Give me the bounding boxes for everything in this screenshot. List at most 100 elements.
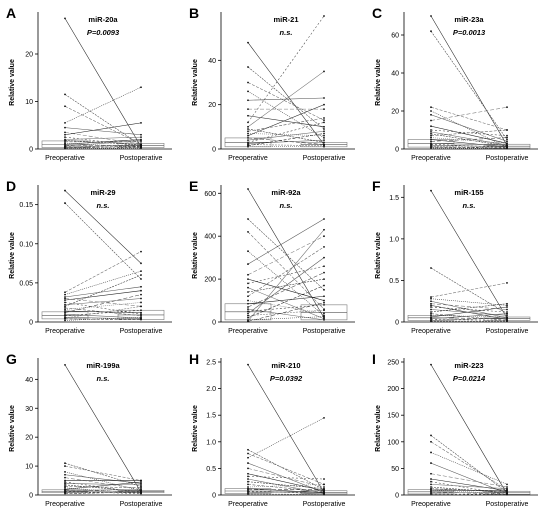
point-post — [506, 134, 508, 137]
y-axis-label: Relative value — [192, 232, 199, 279]
point-post — [140, 86, 142, 89]
point-pre — [64, 301, 66, 304]
series-line — [64, 144, 142, 148]
point-pre — [64, 473, 66, 476]
series-line — [247, 490, 325, 494]
y-tick-label: 0 — [212, 147, 216, 154]
series-line — [64, 145, 142, 149]
y-tick-label: 1.0 — [389, 236, 399, 243]
point-pre — [64, 133, 66, 136]
panel-letter: G — [6, 351, 17, 367]
point-pre — [430, 312, 432, 315]
point-post — [323, 312, 325, 315]
series-line — [64, 462, 142, 487]
point-pre — [247, 302, 249, 305]
point-pre — [247, 493, 249, 495]
series-line — [430, 306, 508, 318]
series-line — [64, 270, 142, 295]
point-post — [506, 316, 508, 319]
point-pre — [247, 218, 249, 220]
point-post — [323, 265, 325, 268]
point-pre — [247, 125, 249, 128]
point-post — [323, 295, 325, 298]
panel-title: miR-199a — [86, 361, 120, 370]
point-post — [323, 132, 325, 135]
series-line — [64, 488, 142, 491]
series-line — [64, 490, 142, 493]
y-tick-label: 30 — [25, 406, 33, 413]
series-line — [247, 278, 325, 301]
point-post — [506, 314, 508, 317]
point-pre — [64, 363, 66, 366]
series-line — [247, 449, 325, 490]
series-line — [64, 286, 142, 298]
series-line — [247, 133, 325, 136]
point-pre — [247, 250, 249, 253]
series-line — [430, 125, 508, 144]
series-line — [247, 115, 325, 128]
point-post — [140, 314, 142, 317]
series-line — [64, 140, 142, 147]
point-post — [140, 297, 142, 300]
series-line — [430, 313, 508, 319]
series-line — [64, 309, 142, 317]
y-tick-label: 1.5 — [389, 195, 399, 202]
series-line — [64, 484, 142, 492]
point-post — [506, 306, 508, 308]
series-line — [430, 144, 508, 147]
series-line — [64, 317, 142, 321]
series-line — [64, 122, 142, 136]
y-tick-label: 0 — [29, 320, 33, 327]
y-tick-label: 250 — [387, 360, 399, 367]
point-post — [506, 304, 508, 307]
series-line — [247, 278, 325, 293]
point-post — [323, 489, 325, 492]
point-post — [323, 117, 325, 119]
point-pre — [64, 189, 66, 192]
point-post — [506, 302, 508, 305]
series-line — [247, 285, 325, 318]
point-pre — [430, 493, 432, 495]
series-line — [430, 131, 508, 146]
series-line — [64, 294, 142, 313]
series-line — [430, 491, 508, 495]
point-pre — [430, 320, 432, 323]
point-pre — [64, 479, 66, 482]
point-pre — [430, 106, 432, 109]
series-line — [247, 15, 325, 123]
point-pre — [247, 137, 249, 139]
x-tick-label: Postoperative — [486, 328, 529, 335]
series-line — [430, 317, 508, 321]
point-post — [323, 125, 325, 128]
point-pre — [64, 313, 66, 316]
point-pre — [247, 316, 249, 319]
point-post — [140, 481, 142, 483]
point-pre — [430, 478, 432, 480]
series-line — [64, 318, 142, 320]
series-line — [247, 484, 325, 488]
point-post — [323, 246, 325, 248]
point-post — [323, 119, 325, 122]
point-pre — [247, 231, 249, 233]
point-post — [323, 288, 325, 291]
y-tick-label: 10 — [25, 464, 33, 471]
series-line — [64, 364, 142, 493]
series-line — [430, 300, 508, 319]
panel-title: miR-23a — [454, 15, 484, 24]
series-line — [247, 308, 325, 321]
point-pre — [430, 267, 432, 269]
series-line — [247, 42, 325, 145]
x-tick-label: Postoperative — [486, 501, 529, 508]
panel-stat: n.s. — [97, 201, 110, 210]
series-line — [247, 218, 325, 291]
point-pre — [247, 475, 249, 478]
series-line — [247, 229, 325, 322]
panel-title: miR-92a — [271, 188, 301, 197]
y-tick-label: 0 — [29, 147, 33, 154]
point-pre — [64, 314, 66, 317]
y-tick-label: 2.5 — [206, 360, 216, 367]
point-pre — [430, 119, 432, 122]
x-tick-label: Preoperative — [45, 501, 85, 508]
